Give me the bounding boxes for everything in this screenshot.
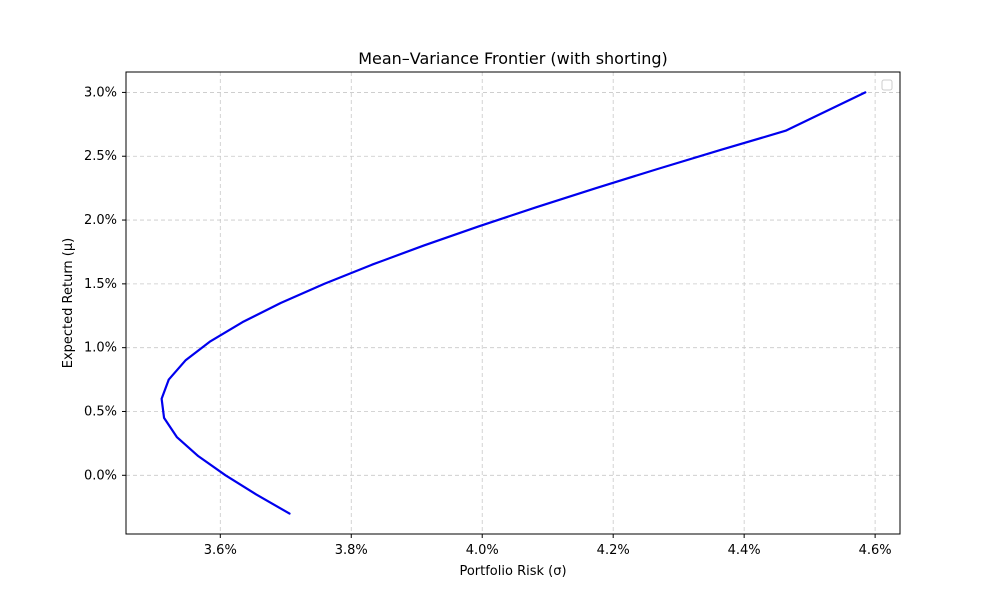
y-axis-label: Expected Return (μ) xyxy=(61,238,76,368)
x-axis-ticks: 3.6% 3.8% 4.0% 4.2% 4.4% 4.6% xyxy=(204,534,892,558)
x-tick-label: 3.6% xyxy=(204,543,237,558)
y-tick-label: 0.0% xyxy=(84,468,117,483)
x-tick-label: 3.8% xyxy=(335,543,368,558)
y-axis-ticks: 0.0% 0.5% 1.0% 1.5% 2.0% 2.5% 3.0% xyxy=(84,85,126,483)
y-tick-label: 2.5% xyxy=(84,149,117,164)
y-tick-label: 2.0% xyxy=(84,213,117,228)
plot-area-frame xyxy=(125,71,901,535)
x-tick-label: 4.4% xyxy=(728,543,761,558)
chart-title: Mean–Variance Frontier (with shorting) xyxy=(358,49,668,68)
x-tick-label: 4.2% xyxy=(597,543,630,558)
x-tick-label: 4.6% xyxy=(859,543,892,558)
x-tick-label: 4.0% xyxy=(466,543,499,558)
frontier-line xyxy=(160,91,867,515)
y-tick-label: 3.0% xyxy=(84,85,117,100)
y-tick-label: 1.0% xyxy=(84,341,117,356)
grid xyxy=(126,72,900,534)
legend-box xyxy=(881,79,893,91)
x-axis-label: Portfolio Risk (σ) xyxy=(459,564,566,579)
y-tick-label: 1.5% xyxy=(84,277,117,292)
series-layer xyxy=(160,91,867,515)
y-tick-label: 0.5% xyxy=(84,404,117,419)
